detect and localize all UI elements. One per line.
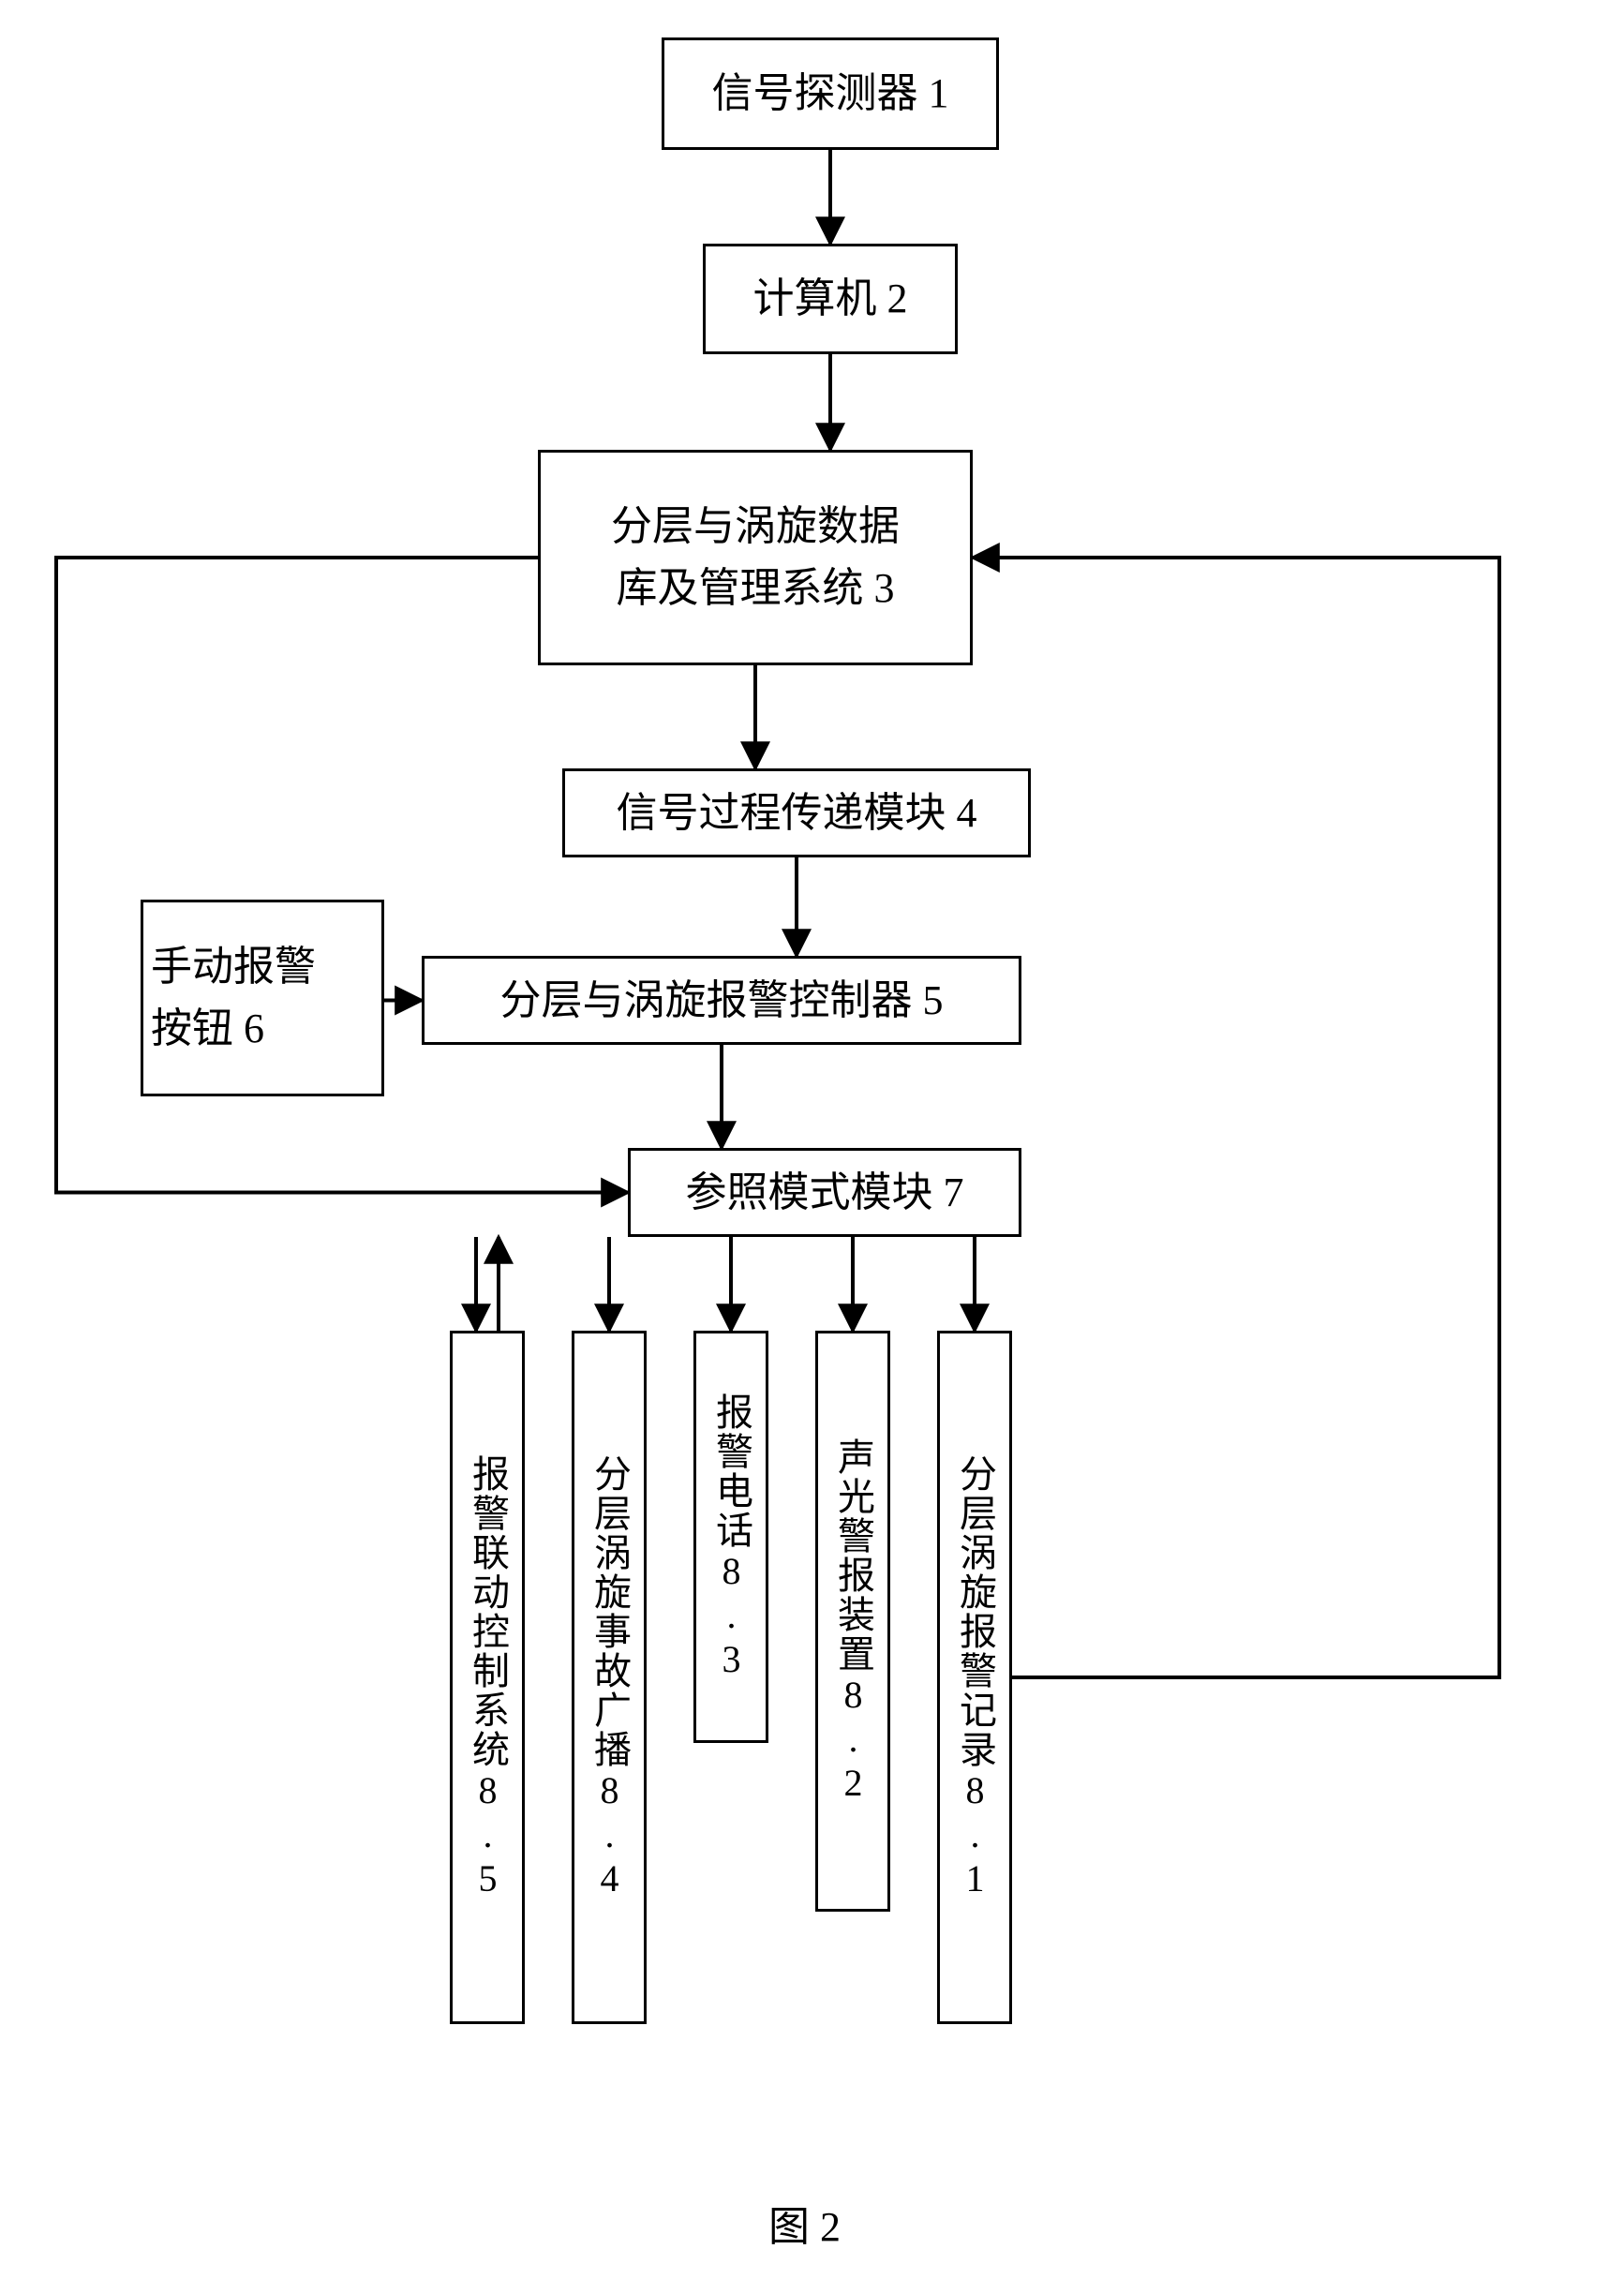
node-alarm-phone-83: 报警电话8.3 <box>693 1331 768 1743</box>
node-linkage-control-85: 报警联动控制系统8.5 <box>450 1331 525 2024</box>
node-reference-module: 参照模式模块 7 <box>628 1148 1021 1237</box>
node-label: 声光警报装置8.2 <box>825 1437 881 1806</box>
node-label: 分层涡旋事故广播8.4 <box>581 1454 637 1901</box>
node-label: 计算机 2 <box>753 268 908 330</box>
node-computer: 计算机 2 <box>703 244 958 354</box>
node-signal-transfer: 信号过程传递模块 4 <box>562 768 1031 857</box>
node-signal-detector: 信号探测器 1 <box>662 37 999 150</box>
node-label: 手动报警 按钮 6 <box>151 936 316 1060</box>
node-accident-broadcast-84: 分层涡旋事故广播8.4 <box>572 1331 647 2024</box>
node-label: 信号探测器 1 <box>712 63 949 125</box>
node-label: 分层与涡旋数据 库及管理系统 3 <box>611 496 900 619</box>
node-label: 分层与涡旋报警控制器 5 <box>500 970 944 1032</box>
node-label: 分层涡旋报警记录8.1 <box>946 1454 1003 1901</box>
node-database-system: 分层与涡旋数据 库及管理系统 3 <box>538 450 973 665</box>
node-sound-light-82: 声光警报装置8.2 <box>815 1331 890 1912</box>
caption-text: 图 2 <box>768 2204 841 2250</box>
node-alarm-record-81: 分层涡旋报警记录8.1 <box>937 1331 1012 2024</box>
figure-caption: 图 2 <box>768 2193 841 2253</box>
node-manual-alarm-btn: 手动报警 按钮 6 <box>141 900 384 1096</box>
node-label: 信号过程传递模块 4 <box>617 782 977 844</box>
node-label: 参照模式模块 7 <box>686 1162 964 1224</box>
node-label: 报警电话8.3 <box>703 1393 759 1682</box>
node-alarm-controller: 分层与涡旋报警控制器 5 <box>422 956 1021 1045</box>
node-label: 报警联动控制系统8.5 <box>459 1454 515 1901</box>
